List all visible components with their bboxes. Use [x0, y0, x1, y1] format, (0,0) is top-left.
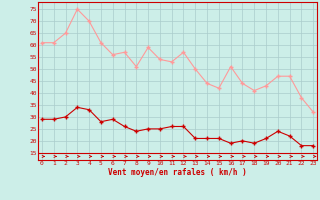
X-axis label: Vent moyen/en rafales ( km/h ): Vent moyen/en rafales ( km/h )	[108, 168, 247, 177]
